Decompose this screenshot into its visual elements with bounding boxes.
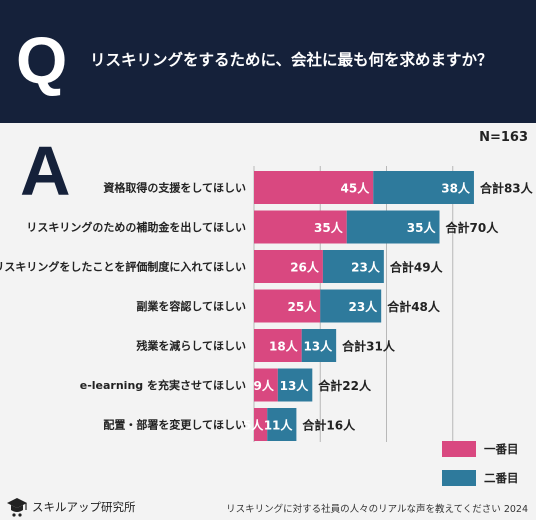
data-label: 35人 [407,220,437,235]
bar-first [254,210,347,244]
bar-second [267,408,297,441]
bar-second [322,250,384,283]
total-label: 合計22人 [318,378,372,393]
legend-label-second: 二番目 [484,471,519,485]
data-label: 11人 [264,418,294,433]
bar-second [320,289,382,323]
data-label: 45人 [341,181,371,196]
total-label: 合計70人 [446,220,500,235]
data-label: 13人 [280,378,310,393]
bar-second [373,171,474,204]
data-label: 13人 [303,339,333,354]
bar-second [346,210,440,244]
total-label: 合計16人 [302,418,356,433]
data-label: 26人 [290,260,320,275]
bar-first [254,289,321,323]
source-caption: リスキリングに対する社員の人々のリアルな声を教えてください 2024 [226,504,528,515]
category-label: 資格取得の支援をしてほしい [103,181,246,195]
data-label: 35人 [314,220,344,235]
data-label: 9人 [253,378,274,393]
bar-first [254,329,302,362]
data-label: 23人 [351,260,381,275]
bar-first [254,250,323,283]
total-label: 合計48人 [387,299,441,314]
data-label: 23人 [348,299,378,314]
category-label: 残業を減らしてほしい [136,339,246,353]
category-label: リスキリングのための補助金を出してほしい [26,220,246,234]
legend-label-first: 一番目 [484,442,519,456]
bar-second [277,368,313,402]
answer-letter: A [20,132,71,210]
data-label: 5人 [243,418,264,433]
brand-name: スキルアップ研究所 [32,500,136,514]
bar-second [301,329,337,362]
graduation-cap-icon [7,498,27,517]
bar-first [254,368,278,402]
total-label: 合計83人 [480,181,534,196]
data-label: 38人 [441,181,471,196]
total-label: 合計49人 [390,260,444,275]
data-label: 25人 [288,299,318,314]
sample-size-label: N=163 [479,130,528,145]
legend-swatch-second [442,470,476,486]
category-label: 配置・部署を変更してほしい [103,418,246,432]
question-text: リスキリングをするために、会社に最も何を求めますか？ [90,51,493,69]
legend-swatch-first [442,441,476,457]
data-label: 18人 [269,339,299,354]
category-label: リスキリングをしたことを評価制度に入れてほしい [0,260,246,274]
header-banner: Q リスキリングをするために、会社に最も何を求めますか？ [0,0,536,123]
total-label: 合計31人 [342,339,396,354]
category-label: 副業を容認してほしい [136,299,246,313]
category-label: e-learning を充実させてほしい [80,378,246,392]
bar-first [254,408,268,441]
question-mark-letter: Q [16,23,68,97]
bar-first [254,171,374,204]
